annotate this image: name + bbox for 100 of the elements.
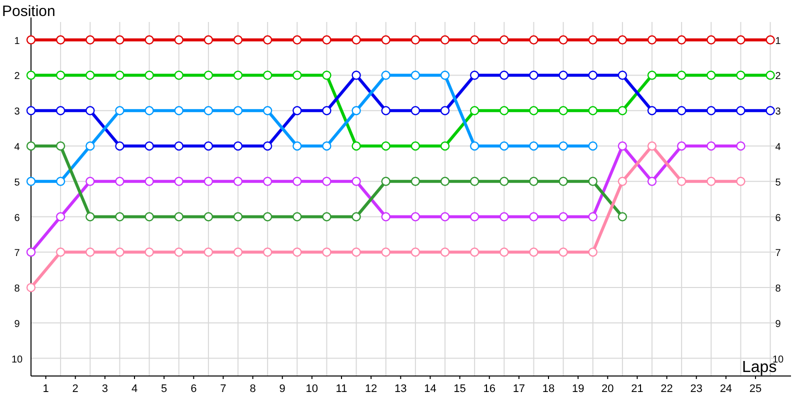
point bbox=[440, 106, 450, 116]
y-tick-label: 7 bbox=[14, 248, 20, 260]
point bbox=[470, 248, 480, 257]
point bbox=[115, 212, 124, 222]
point bbox=[322, 141, 332, 151]
point bbox=[262, 176, 272, 186]
point bbox=[440, 176, 450, 186]
point bbox=[86, 106, 95, 116]
point bbox=[676, 70, 686, 80]
point bbox=[204, 141, 214, 151]
point bbox=[558, 35, 568, 44]
point bbox=[115, 35, 124, 44]
point bbox=[86, 141, 95, 151]
point bbox=[647, 176, 657, 186]
x-tick-label: 25 bbox=[749, 383, 762, 395]
point bbox=[558, 212, 568, 222]
point bbox=[204, 70, 214, 80]
point bbox=[529, 35, 538, 44]
point bbox=[26, 176, 36, 186]
point bbox=[410, 212, 420, 222]
point bbox=[204, 176, 214, 186]
point bbox=[292, 70, 302, 80]
point bbox=[26, 70, 36, 80]
point bbox=[588, 248, 598, 257]
point bbox=[558, 70, 568, 80]
x-tick-label: 3 bbox=[102, 383, 108, 395]
point bbox=[588, 106, 598, 116]
y2-tick-label: 1 bbox=[775, 36, 782, 47]
point bbox=[470, 141, 480, 151]
point bbox=[529, 248, 538, 257]
x-tick-label: 18 bbox=[542, 383, 555, 395]
point bbox=[470, 212, 480, 222]
point bbox=[115, 141, 124, 151]
point bbox=[352, 176, 361, 186]
point bbox=[233, 141, 243, 151]
point bbox=[322, 212, 332, 222]
point bbox=[470, 70, 480, 80]
point bbox=[174, 212, 184, 222]
point bbox=[588, 141, 598, 151]
point bbox=[410, 176, 420, 186]
x-tick-label: 16 bbox=[483, 383, 496, 395]
point bbox=[381, 212, 390, 222]
point bbox=[766, 70, 775, 80]
y2-tick-label: 7 bbox=[775, 248, 782, 260]
point bbox=[588, 212, 598, 222]
x-tick-label: 17 bbox=[512, 383, 526, 395]
point bbox=[706, 106, 716, 116]
point bbox=[174, 176, 184, 186]
y2-tick-label: 5 bbox=[775, 177, 782, 188]
point bbox=[500, 141, 509, 151]
y-tick-label: 10 bbox=[11, 354, 23, 366]
point bbox=[144, 141, 154, 151]
point bbox=[292, 141, 302, 151]
point bbox=[558, 248, 568, 257]
point bbox=[410, 141, 420, 151]
point bbox=[26, 282, 36, 292]
point bbox=[500, 70, 509, 80]
point bbox=[440, 70, 450, 80]
x-tick-label: 6 bbox=[190, 383, 197, 395]
x-tick-label: 23 bbox=[690, 383, 702, 395]
point bbox=[706, 70, 716, 80]
point bbox=[352, 248, 361, 257]
point bbox=[618, 141, 628, 151]
point bbox=[381, 70, 390, 80]
point bbox=[470, 106, 480, 116]
point bbox=[233, 176, 243, 186]
point bbox=[262, 106, 272, 116]
point bbox=[204, 248, 214, 257]
point bbox=[233, 70, 243, 80]
point bbox=[292, 35, 302, 44]
point bbox=[292, 212, 302, 222]
point bbox=[588, 70, 598, 80]
x-tick-label: 11 bbox=[336, 383, 348, 395]
point bbox=[115, 176, 124, 186]
y-tick-label: 5 bbox=[14, 177, 20, 188]
point bbox=[381, 35, 390, 44]
point bbox=[322, 176, 332, 186]
point bbox=[174, 106, 184, 116]
point bbox=[115, 106, 124, 116]
point bbox=[56, 212, 66, 222]
x-tick-label: 21 bbox=[631, 383, 644, 395]
point bbox=[322, 35, 332, 44]
point bbox=[26, 106, 36, 116]
y-tick-label: 6 bbox=[14, 212, 20, 224]
point bbox=[676, 141, 686, 151]
point bbox=[647, 106, 657, 116]
point bbox=[618, 212, 628, 222]
point bbox=[144, 212, 154, 222]
point bbox=[144, 35, 154, 44]
point bbox=[56, 106, 66, 116]
point bbox=[86, 212, 95, 222]
x-tick-label: 2 bbox=[72, 383, 78, 395]
x-tick-label: 4 bbox=[131, 383, 138, 395]
point bbox=[381, 248, 390, 257]
point bbox=[322, 106, 332, 116]
point bbox=[470, 176, 480, 186]
point bbox=[292, 106, 302, 116]
point bbox=[736, 70, 746, 80]
point bbox=[736, 35, 746, 44]
y2-tick-label: 9 bbox=[775, 318, 782, 330]
